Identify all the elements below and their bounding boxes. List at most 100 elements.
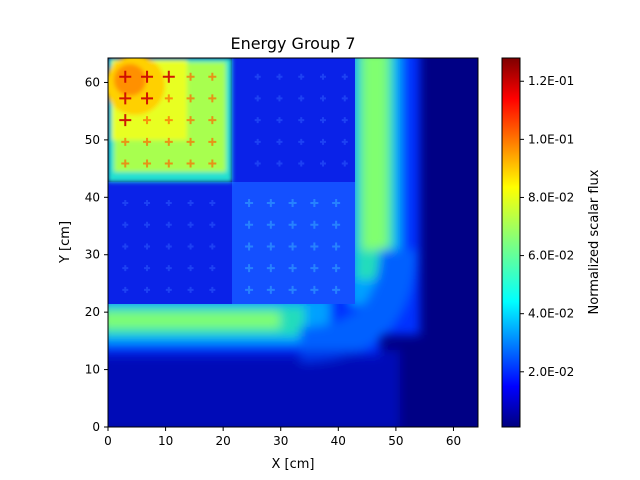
fuel-pin-hotspot — [164, 137, 173, 146]
fuel-pin-hotspot — [288, 285, 297, 294]
fuel-pin-hotspot — [332, 242, 341, 251]
fuel-pin-hotspot — [209, 243, 216, 250]
colorbar — [501, 57, 521, 428]
fuel-pin-hotspot — [143, 159, 152, 168]
fuel-pin-hotspot — [254, 160, 261, 167]
fuel-pin-hotspot — [319, 73, 326, 80]
fuel-pin-hotspot — [298, 73, 305, 80]
fuel-pin-hotspot — [310, 242, 319, 251]
y-tick-label: 30 — [85, 248, 100, 262]
fuel-pin-hotspot — [332, 264, 341, 273]
fuel-pin-hotspot — [276, 95, 283, 102]
x-tick-label: 40 — [331, 434, 346, 448]
fuel-pin-hotspot — [144, 200, 151, 207]
fuel-pin-hotspot — [122, 200, 129, 207]
fuel-pin-hotspot — [341, 95, 348, 102]
fuel-pin-hotspot — [121, 159, 130, 168]
fuel-pin-hotspot — [254, 138, 261, 145]
x-tick-label: 50 — [388, 434, 403, 448]
fuel-pin-hotspot — [276, 160, 283, 167]
fuel-pin-hotspot — [164, 159, 173, 168]
fuel-pin-hotspot — [119, 92, 132, 105]
fuel-pin-hotspot — [298, 95, 305, 102]
fuel-pin-hotspot — [276, 117, 283, 124]
fuel-pin-hotspot — [310, 199, 319, 208]
fuel-pin-hotspot — [341, 117, 348, 124]
x-axis-label: X [cm] — [272, 457, 315, 472]
fuel-pin-hotspot — [122, 265, 129, 272]
fuel-pin-hotspot — [245, 242, 254, 251]
fuel-pin-hotspot — [332, 285, 341, 294]
fuel-pin-hotspot — [245, 285, 254, 294]
fuel-pin-hotspot — [164, 94, 173, 103]
fuel-pin-hotspot — [144, 286, 151, 293]
fuel-pin-hotspot — [208, 159, 217, 168]
fuel-pin-hotspot — [310, 285, 319, 294]
y-tick-label: 50 — [85, 133, 100, 147]
y-tick-label: 0 — [92, 420, 100, 434]
fuel-pin-hotspot — [288, 199, 297, 208]
fuel-pin-hotspot — [298, 138, 305, 145]
fuel-pin-hotspot — [288, 220, 297, 229]
fuel-pin-hotspot — [143, 137, 152, 146]
fuel-pin-hotspot — [187, 243, 194, 250]
colorbar-label: Normalized scalar flux — [587, 169, 602, 314]
colorbar-ticks: 2.0E-02 4.0E-02 6.0E-02 8.0E-02 1.0E-01 1.2E-… — [520, 74, 574, 379]
x-tick-label: 10 — [158, 434, 173, 448]
fuel-pin-hotspot — [319, 160, 326, 167]
fuel-pin-hotspot — [208, 116, 217, 125]
fuel-pin-hotspot — [164, 116, 173, 125]
fuel-pin-hotspot — [162, 70, 175, 83]
fuel-pin-hotspot — [319, 117, 326, 124]
fuel-pin-hotspot — [165, 265, 172, 272]
fuel-pin-pattern — [119, 70, 348, 294]
fuel-pin-hotspot — [187, 265, 194, 272]
fuel-pin-hotspot — [288, 264, 297, 273]
fuel-pin-hotspot — [341, 138, 348, 145]
fuel-pin-hotspot — [186, 159, 195, 168]
plot-frame — [107, 57, 479, 428]
colorbar-tick-label: 4.0E-02 — [528, 307, 574, 321]
chart-title: Energy Group 7 — [230, 34, 355, 53]
fuel-pin-hotspot — [143, 116, 152, 125]
fuel-pin-hotspot — [208, 94, 217, 103]
fuel-pin-hotspot — [319, 138, 326, 145]
fuel-pin-hotspot — [209, 200, 216, 207]
fuel-pin-hotspot — [208, 137, 217, 146]
fuel-pin-hotspot — [122, 243, 129, 250]
fuel-pin-hotspot — [122, 221, 129, 228]
fuel-pin-hotspot — [165, 200, 172, 207]
fuel-pin-hotspot — [165, 221, 172, 228]
fuel-pin-hotspot — [310, 264, 319, 273]
fuel-pin-hotspot — [266, 242, 275, 251]
fuel-pin-hotspot — [141, 92, 154, 105]
fuel-pin-hotspot — [121, 137, 130, 146]
fuel-pin-hotspot — [186, 94, 195, 103]
fuel-pin-hotspot — [144, 265, 151, 272]
fuel-pin-hotspot — [144, 243, 151, 250]
fuel-pin-hotspot — [122, 286, 129, 293]
colorbar-tick-label: 2.0E-02 — [528, 365, 574, 379]
fuel-pin-hotspot — [341, 73, 348, 80]
fuel-pin-hotspot — [266, 199, 275, 208]
fuel-pin-hotspot — [186, 137, 195, 146]
fuel-pin-hotspot — [187, 200, 194, 207]
fuel-pin-hotspot — [266, 220, 275, 229]
fuel-pin-hotspot — [186, 116, 195, 125]
y-tick-label: 40 — [85, 190, 100, 204]
fuel-pin-hotspot — [165, 243, 172, 250]
colorbar-tick-label: 8.0E-02 — [528, 190, 574, 204]
fuel-pin-hotspot — [341, 160, 348, 167]
y-tick-label: 60 — [85, 75, 100, 89]
fuel-pin-hotspot — [187, 221, 194, 228]
fuel-pin-hotspot — [144, 221, 151, 228]
fuel-pin-hotspot — [254, 73, 261, 80]
fuel-pin-hotspot — [276, 138, 283, 145]
y-axis-label: Y [cm] — [58, 221, 73, 264]
fuel-pin-hotspot — [187, 286, 194, 293]
x-tick-label: 0 — [104, 434, 112, 448]
fuel-pin-hotspot — [165, 286, 172, 293]
fuel-pin-hotspot — [310, 220, 319, 229]
x-tick-label: 20 — [216, 434, 231, 448]
